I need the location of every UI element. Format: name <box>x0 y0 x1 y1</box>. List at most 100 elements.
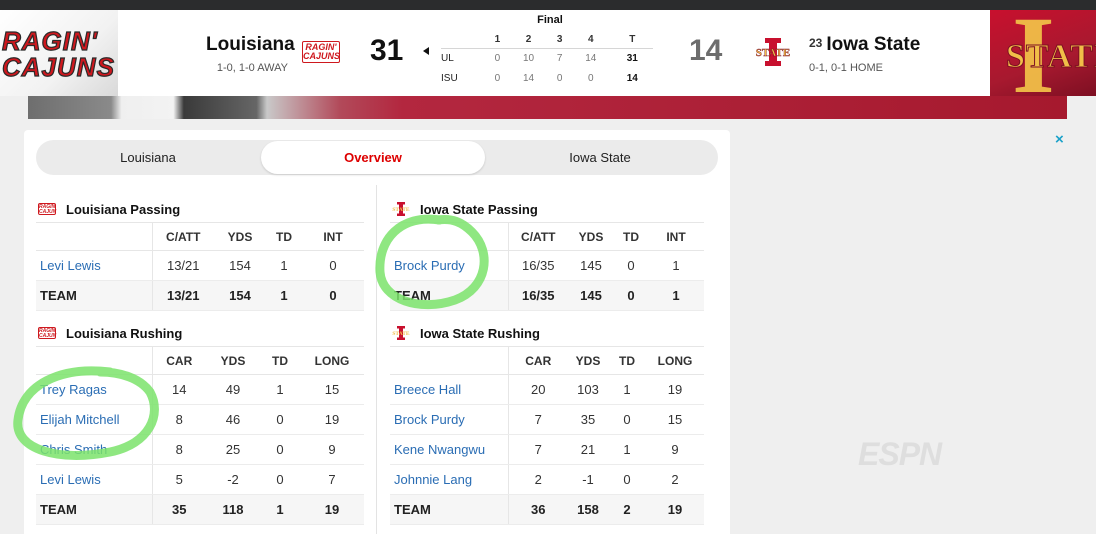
home-team-rank: 23 <box>809 36 823 50</box>
stat-cell: 49 <box>206 374 260 405</box>
isu-passing-table: C/ATT YDS TD INT Brock Purdy 16/35 145 0… <box>390 222 704 311</box>
stat-cell: 2 <box>646 464 704 495</box>
close-ad-icon[interactable]: × <box>1055 131 1064 148</box>
svg-text:STATE: STATE <box>392 331 410 337</box>
stat-cell: 15 <box>646 404 704 435</box>
stat-cell: 15 <box>300 374 364 405</box>
away-team-name[interactable]: Louisiana <box>206 34 295 55</box>
stat-cell: 2 <box>608 494 646 525</box>
home-score: 14 <box>689 34 723 67</box>
stat-cell: 19 <box>300 404 364 435</box>
player-link[interactable]: Brock Purdy <box>390 404 509 435</box>
hero-image-strip <box>28 96 1067 119</box>
away-team-block[interactable]: Louisiana 1-0, 1-0 AWAY <box>206 34 295 74</box>
tab-overview[interactable]: Overview <box>261 141 485 174</box>
stat-cell: 0 <box>608 404 646 435</box>
linescore-cell: 10 <box>522 52 535 64</box>
stat-cell: 154 <box>214 280 266 311</box>
game-status: Final <box>537 14 563 26</box>
isu-rushing-table: CAR YDS TD LONG Breece Hall 20 103 1 19 … <box>390 346 704 525</box>
linescore-header-q2: 2 <box>507 32 550 49</box>
stat-cell: 8 <box>152 434 206 465</box>
stat-cell: 0 <box>260 404 300 435</box>
player-link[interactable]: Chris Smith <box>36 434 153 465</box>
stat-cell: 0 <box>614 250 648 281</box>
stat-cell: 1 <box>648 280 704 311</box>
home-team-name[interactable]: Iowa State <box>826 34 921 55</box>
header-cell: TD <box>608 346 646 375</box>
stat-cell: 25 <box>206 434 260 465</box>
table-row: Chris Smith 8 25 0 9 <box>36 434 364 465</box>
player-link[interactable]: Breece Hall <box>390 374 509 405</box>
stat-cell: 8 <box>152 404 206 435</box>
stat-cell: 1 <box>260 374 300 405</box>
linescore-cell: 0 <box>494 72 501 84</box>
home-team-record: 0-1, 0-1 HOME <box>809 62 883 74</box>
player-link[interactable]: Levi Lewis <box>36 464 153 495</box>
header-player <box>390 222 509 251</box>
linescore-header-total: T <box>611 32 653 49</box>
player-link[interactable]: Johnnie Lang <box>390 464 509 495</box>
table-row: Johnnie Lang 2 -1 0 2 <box>390 464 704 495</box>
stat-cell: 1 <box>266 280 302 311</box>
stat-cell: -1 <box>568 464 608 495</box>
stat-cell: 36 <box>508 494 568 525</box>
home-team-block[interactable]: 23 Iowa State 0-1, 0-1 HOME <box>809 34 920 74</box>
home-team-name-line[interactable]: 23 Iowa State <box>809 34 920 56</box>
header-cell: INT <box>648 222 704 251</box>
away-team-record: 1-0, 1-0 AWAY <box>216 62 288 74</box>
team-total-row: TEAM 35 118 1 19 <box>36 494 364 525</box>
stat-cell: 7 <box>508 404 568 435</box>
player-link[interactable]: Elijah Mitchell <box>36 404 153 435</box>
linescore-total: 31 <box>626 52 638 64</box>
stat-cell: 1 <box>648 250 704 281</box>
linescore-cell: 0 <box>494 52 501 64</box>
linescore-team: UL <box>441 52 454 64</box>
linescore-header-q4: 4 <box>570 32 612 49</box>
linescore-table: 1 2 3 4 T UL 0 10 7 14 31 ISU 0 14 0 0 <box>441 32 653 88</box>
header-cell: CAR <box>152 346 206 375</box>
player-link[interactable]: Kene Nwangwu <box>390 434 509 465</box>
table-header: CAR YDS TD LONG <box>36 346 364 375</box>
linescore-team: ISU <box>441 72 458 84</box>
stat-cell: 0 <box>614 280 648 311</box>
player-link[interactable]: Trey Ragas <box>36 374 153 405</box>
player-link[interactable]: Levi Lewis <box>36 250 153 281</box>
top-strip <box>0 0 1096 10</box>
isu-rushing-title: Iowa State Rushing <box>420 326 540 341</box>
team-total-row: TEAM 13/21 154 1 0 <box>36 280 364 311</box>
louisiana-mini-logo: RAGIN' CAJUNS <box>302 41 341 63</box>
linescore-cell: 7 <box>556 52 563 64</box>
stat-cell: 154 <box>214 250 266 281</box>
stat-cell: 9 <box>300 434 364 465</box>
header-cell: YDS <box>568 346 608 375</box>
stat-cell: 21 <box>568 434 608 465</box>
logo-wordmark: STATE <box>1005 38 1096 76</box>
stat-cell: -2 <box>206 464 260 495</box>
stat-cell: 0 <box>260 434 300 465</box>
linescore-header-team <box>441 32 487 49</box>
table-header: C/ATT YDS TD INT <box>390 222 704 251</box>
header-player <box>36 346 153 375</box>
linescore-cell: 14 <box>522 72 535 84</box>
stat-cell: 1 <box>260 494 300 525</box>
stat-cell: 103 <box>568 374 608 405</box>
ul-rushing-title: Louisiana Rushing <box>66 326 183 341</box>
tab-iowa-state[interactable]: Iowa State <box>569 150 631 165</box>
team-total-row: TEAM 36 158 2 19 <box>390 494 704 525</box>
stat-cell: 0 <box>608 464 646 495</box>
scoreboard-banner: RAGIN' CAJUNS Louisiana 1-0, 1-0 AWAY RA… <box>0 10 1096 96</box>
ul-passing-table: C/ATT YDS TD INT Levi Lewis 13/21 154 1 … <box>36 222 364 311</box>
linescore-cell: 0 <box>587 72 594 84</box>
player-link[interactable]: Brock Purdy <box>390 250 509 281</box>
header-cell: TD <box>260 346 300 375</box>
table-row: Levi Lewis 5 -2 0 7 <box>36 464 364 495</box>
tab-louisiana[interactable]: Louisiana <box>120 150 176 165</box>
header-cell: CAR <box>508 346 568 375</box>
header-player <box>390 346 509 375</box>
stat-cell: 16/35 <box>508 250 568 281</box>
winner-arrow-icon <box>423 47 429 55</box>
boxscore-card: Louisiana Overview Iowa State RAGIN CAJUN… <box>24 130 730 534</box>
stat-cell: 158 <box>568 494 608 525</box>
header-cell: TD <box>614 222 648 251</box>
